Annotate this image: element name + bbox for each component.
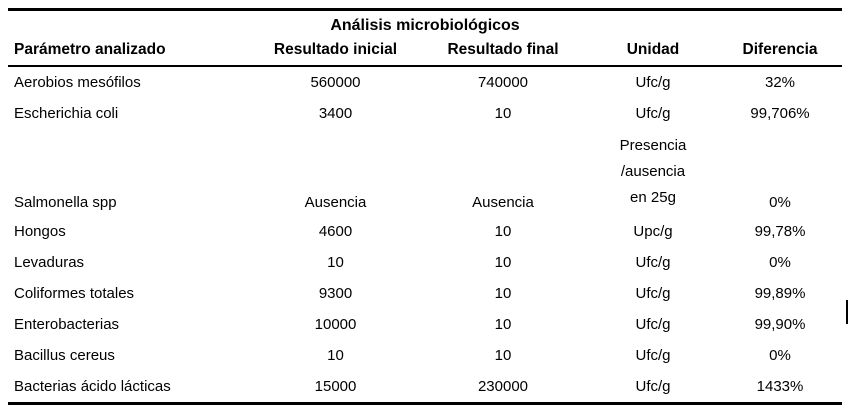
table-row: Hongos 4600 10 Upc/g 99,78% (8, 216, 842, 247)
cell-final: 10 (494, 347, 512, 364)
cell-final: 10 (494, 316, 512, 333)
header-inicial: Resultado inicial (253, 37, 418, 67)
table-row: Aerobios mesófilos 560000 740000 Ufc/g 3… (8, 66, 842, 98)
cell-parametro: Aerobios mesófilos (14, 74, 141, 91)
cell-parametro: Bacillus cereus (14, 347, 115, 364)
cell-inicial: 3400 (318, 105, 353, 122)
cell-unidad: Ufc/g (635, 316, 671, 333)
table-row: Enterobacterias 10000 10 Ufc/g 99,90% (8, 309, 842, 340)
cell-unidad: Ufc/g (635, 285, 671, 302)
header-unidad: Unidad (588, 37, 718, 67)
table-row: Bacillus cereus 10 10 Ufc/g 0% (8, 340, 842, 371)
table-row: Coliformes totales 9300 10 Ufc/g 99,89% (8, 278, 842, 309)
cell-inicial: 9300 (318, 285, 353, 302)
header-parametro: Parámetro analizado (8, 37, 253, 67)
cell-diferencia: 1433% (756, 378, 804, 395)
cell-diferencia: 99,78% (754, 223, 806, 240)
microbiology-table-container: Análisis microbiológicos Parámetro anali… (8, 8, 843, 405)
cell-final: 230000 (477, 378, 529, 395)
table-title: Análisis microbiológicos (330, 17, 520, 34)
cell-diferencia: 99,90% (754, 316, 806, 333)
cell-final: 740000 (477, 74, 529, 91)
text-cursor-artifact (846, 300, 848, 324)
cell-unidad: Ufc/g (635, 347, 671, 364)
cell-parametro: Hongos (14, 223, 66, 240)
cell-final: 10 (494, 254, 512, 271)
cell-diferencia: 99,89% (754, 285, 806, 302)
cell-inicial: 4600 (318, 223, 353, 240)
table-row: Levaduras 10 10 Ufc/g 0% (8, 247, 842, 278)
cell-diferencia: 32% (765, 74, 796, 91)
cell-inicial: 10000 (314, 316, 357, 333)
microbiology-table: Análisis microbiológicos Parámetro anali… (8, 8, 843, 405)
cell-inicial: 10 (327, 254, 344, 271)
cell-unidad: Ufc/g (635, 378, 671, 395)
header-diferencia: Diferencia (718, 37, 843, 67)
cell-final: 10 (494, 223, 512, 240)
cell-inicial: 15000 (314, 378, 357, 395)
cell-final: 10 (494, 105, 512, 122)
table-row: Salmonella spp Ausencia Ausencia Presenc… (8, 129, 842, 216)
cell-unidad: Ufc/g (635, 254, 671, 271)
cell-parametro: Levaduras (14, 254, 85, 271)
table-row: Escherichia coli 3400 10 Ufc/g 99,706% (8, 98, 842, 129)
cell-unidad: Ufc/g (635, 105, 671, 122)
cell-parametro: Coliformes totales (14, 285, 135, 302)
cell-diferencia: 0% (769, 254, 791, 271)
cell-final: 10 (494, 285, 512, 302)
header-final: Resultado final (418, 37, 588, 67)
cell-parametro: Bacterias ácido lácticas (14, 378, 171, 395)
cell-unidad: Upc/g (633, 223, 673, 240)
cell-unidad: Ufc/g (635, 74, 671, 91)
cell-inicial: 10 (327, 347, 344, 364)
cell-diferencia: 99,706% (750, 105, 810, 122)
cell-final: Ausencia (472, 194, 534, 211)
cell-inicial: 560000 (310, 74, 361, 91)
cell-parametro: Salmonella spp (14, 194, 117, 211)
cell-parametro: Enterobacterias (14, 316, 120, 333)
cell-inicial: Ausencia (304, 194, 367, 211)
cell-diferencia: 0% (769, 194, 791, 211)
table-row: Bacterias ácido lácticas 15000 230000 Uf… (8, 371, 842, 404)
cell-diferencia: 0% (769, 347, 791, 364)
cell-parametro: Escherichia coli (14, 105, 119, 122)
cell-unidad: Presencia /ausencia en 25g (619, 137, 687, 206)
